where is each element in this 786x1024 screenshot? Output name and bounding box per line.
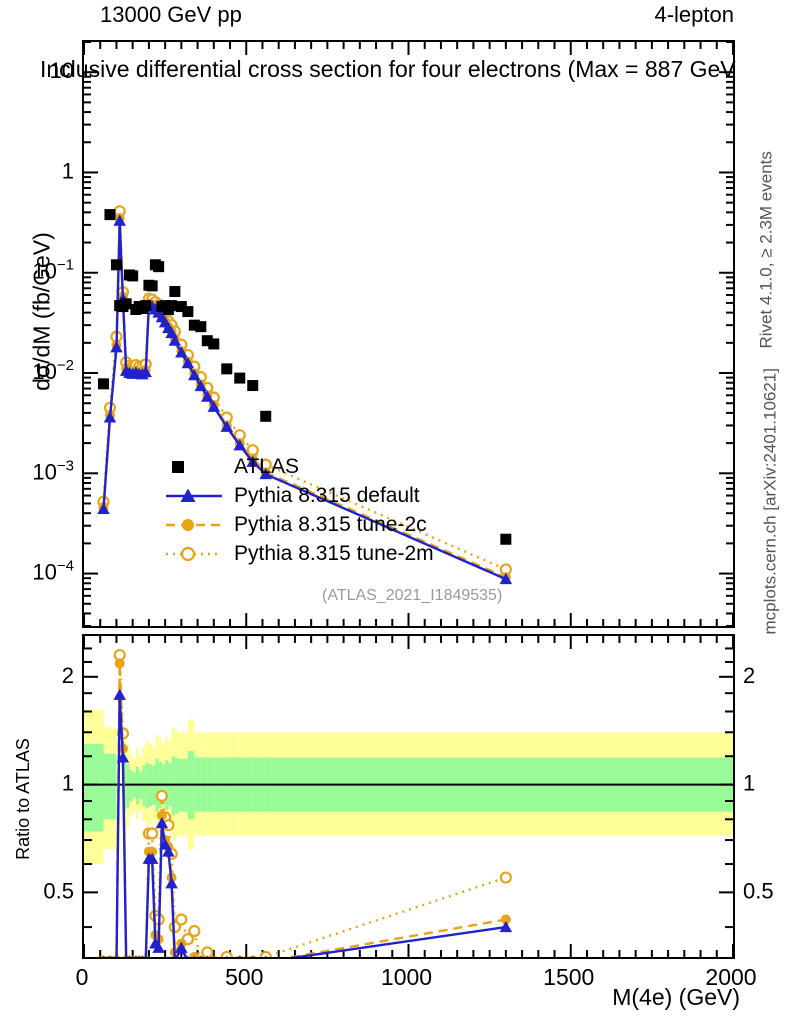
legend-label: ATLAS [234,454,299,478]
legend-marker-square-icon [166,455,222,479]
svg-text:1: 1 [62,771,74,796]
y-axis-title: dσ/dM (fb/GeV) [28,232,55,391]
generator-credit: Rivet 4.1.0, ≥ 2.3M events [756,151,776,349]
svg-text:0.5: 0.5 [43,878,74,903]
beam-energy-label: 13000 GeV pp [100,2,242,27]
final-state-label: 4-lepton [654,2,734,27]
svg-text:1: 1 [62,158,74,183]
svg-text:0: 0 [76,964,89,990]
legend: ATLAS Pythia 8.315 default Pythia 8.315 tu… [166,452,434,568]
legend-marker-triangle-icon [166,484,222,508]
legend-item-1: Pythia 8.315 default [166,481,434,510]
ratio-axis-title: Ratio to ATLAS [13,738,33,860]
svg-text:0.5: 0.5 [743,878,774,903]
x-axis-title: M(4e) (GeV) [612,984,740,1010]
svg-text:2: 2 [743,663,755,688]
plot-title: Inclusive differential cross section for… [40,56,736,82]
svg-text:1: 1 [743,771,755,796]
legend-item-0: ATLAS [166,452,434,481]
ratio-plot-frame [82,634,735,959]
legend-label: Pythia 8.315 tune-2m [234,541,434,565]
legend-item-3: Pythia 8.315 tune-2m [166,539,434,568]
legend-label: Pythia 8.315 tune-2c [234,512,427,536]
legend-item-2: Pythia 8.315 tune-2c [166,510,434,539]
ratio-plot-canvas [84,636,733,957]
legend-marker-open-circle-icon [166,542,222,566]
svg-text:10−4: 10−4 [32,558,74,585]
analysis-tag: (ATLAS_2021_I1849535) [322,587,503,604]
legend-label: Pythia 8.315 default [234,483,420,507]
svg-text:2: 2 [62,663,74,688]
main-plot-canvas [84,42,733,626]
svg-text:500: 500 [225,964,263,990]
legend-marker-circle-icon [166,513,222,537]
svg-text:1500: 1500 [543,964,594,990]
source-credit: mcplots.cern.ch [arXiv:2401.10621] [760,368,780,635]
svg-text:1000: 1000 [381,964,432,990]
main-plot-frame [82,40,735,628]
svg-text:10−3: 10−3 [32,457,74,484]
